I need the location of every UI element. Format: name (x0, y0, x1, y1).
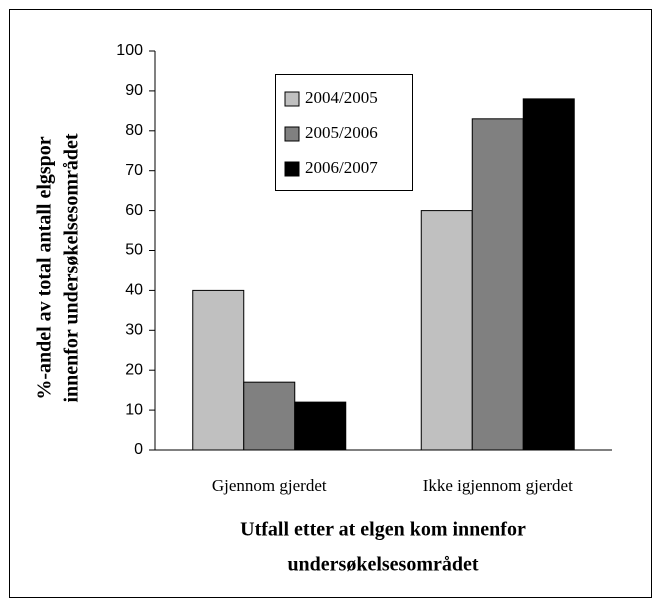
y-tick-label: 40 (125, 282, 143, 299)
legend-label: 2006/2007 (305, 158, 378, 177)
y-tick-label: 70 (125, 162, 143, 179)
y-tick-label: 10 (125, 401, 143, 418)
y-tick-label: 80 (125, 122, 143, 139)
legend-swatch (284, 161, 300, 177)
bar (192, 289, 245, 451)
y-axis-title-line: innenfor undersøkelsesområdet (61, 133, 83, 402)
y-tick-label: 90 (125, 82, 143, 99)
bar (471, 118, 524, 451)
y-tick-label: 50 (125, 242, 143, 259)
y-tick-label: 100 (116, 42, 143, 59)
legend-label: 2005/2006 (305, 123, 378, 142)
x-tick-label: Gjennom gjerdet (212, 476, 327, 495)
x-axis-title: Utfall etter at elgen kom innenfor (240, 519, 526, 541)
y-tick-label: 20 (125, 361, 143, 378)
y-tick-label: 30 (125, 322, 143, 339)
bar (420, 210, 473, 451)
y-tick-label: 0 (134, 441, 143, 458)
y-axis-title: %-andel av total antall elgspor innenfor… (34, 133, 83, 402)
legend-label: 2004/2005 (305, 88, 378, 107)
x-tick-label: Ikke igjennom gjerdet (423, 476, 573, 495)
y-tick-label: 60 (125, 202, 143, 219)
bar (522, 98, 575, 451)
y-axis-title-line: %-andel av total antall elgspor (34, 136, 56, 399)
legend-swatch (284, 91, 300, 107)
bar (294, 401, 347, 451)
bar (243, 381, 296, 451)
x-axis-title: undersøkelsesområdet (287, 554, 478, 576)
legend-swatch (284, 126, 300, 142)
